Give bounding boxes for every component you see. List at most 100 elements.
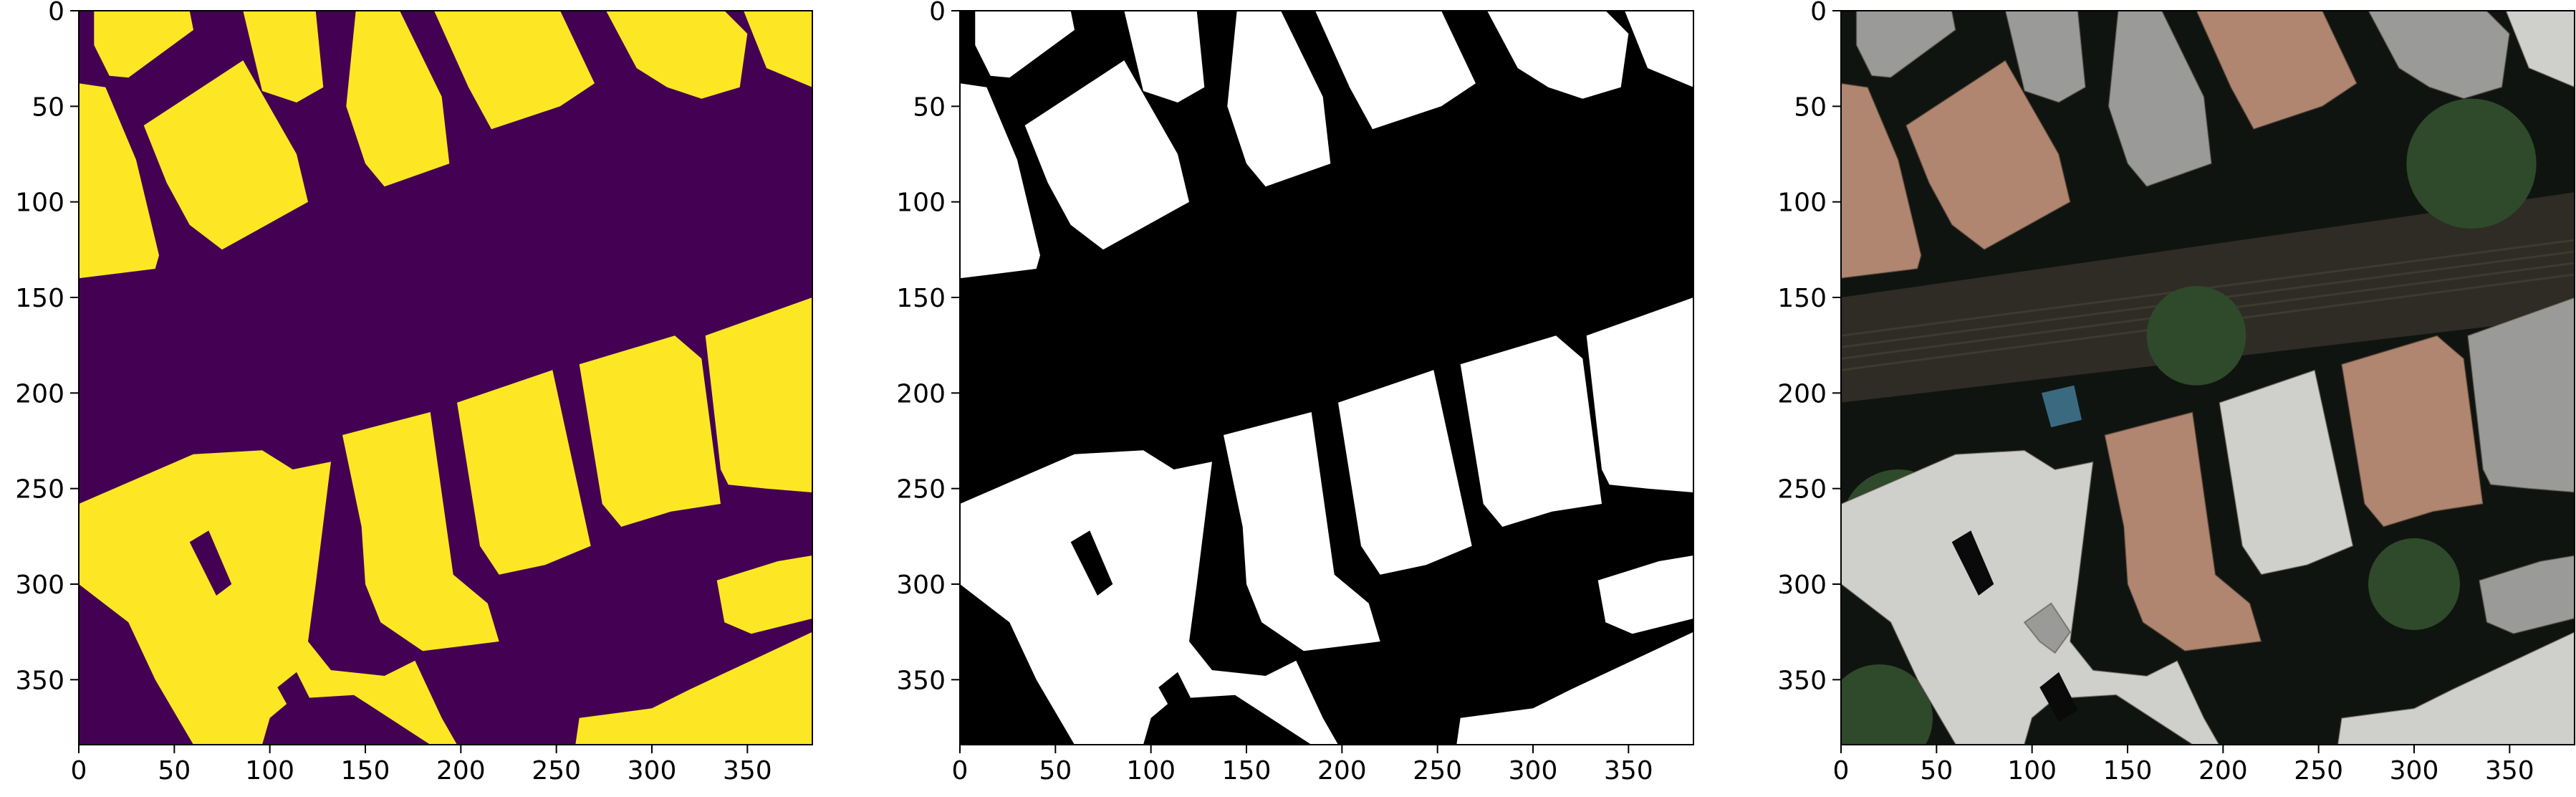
building-footprint — [716, 555, 812, 634]
building-footprint — [1487, 11, 1629, 99]
x-tick-label: 350 — [1604, 756, 1653, 786]
building-footprint — [79, 450, 457, 745]
courtyard-hole — [1070, 530, 1113, 596]
building-roof — [2108, 11, 2213, 188]
axes-frame — [959, 10, 1694, 745]
building-roof — [2504, 11, 2575, 88]
building-footprint — [606, 11, 748, 99]
building-roof — [1841, 82, 1923, 280]
y-tick-label: 50 — [913, 92, 946, 122]
building-roof — [2478, 554, 2575, 635]
plot-area — [1841, 11, 2575, 745]
building-roof — [2340, 335, 2484, 528]
panel-mask-grayscale: 0 50 100 150 200 250 300 350 0 50 100 150 200 250 300… — [896, 0, 1694, 786]
building-footprint — [705, 297, 812, 492]
x-tick-label: 350 — [2485, 756, 2534, 786]
y-tick-label: 150 — [1777, 284, 1827, 313]
x-tick-label: 250 — [1413, 756, 1462, 786]
building-roof — [2367, 11, 2511, 100]
building-footprint — [975, 11, 1075, 78]
x-tick-label: 350 — [723, 756, 772, 786]
x-tick-label: 50 — [158, 756, 191, 786]
y-tick-label: 0 — [1810, 0, 1827, 27]
x-tick-label: 0 — [1833, 756, 1850, 786]
plot-area — [960, 11, 1693, 745]
panel-masked-aerial-photo: 0 50 100 150 200 250 300 350 0 50 100 150 200 250 300… — [1777, 0, 2575, 786]
building-footprint — [1456, 631, 1693, 745]
building-footprint — [1338, 370, 1472, 575]
y-tick-label: 50 — [32, 92, 64, 122]
y-tick-label: 250 — [896, 475, 946, 505]
x-axis: 0 50 100 150 200 250 300 350 — [71, 745, 772, 786]
courtyard-hole — [277, 672, 316, 722]
building-roof — [2103, 411, 2262, 652]
x-tick-label: 250 — [532, 756, 581, 786]
plot-area — [79, 11, 812, 745]
courtyard — [1951, 530, 1994, 596]
building-roof — [1841, 449, 2221, 745]
x-axis: 0 50 100 150 200 250 300 350 — [952, 745, 1653, 786]
x-tick-label: 100 — [1126, 756, 1176, 786]
building-footprint — [457, 370, 591, 575]
building-footprint — [1460, 335, 1602, 527]
building-footprint — [1597, 555, 1693, 634]
x-tick-label: 200 — [2198, 756, 2248, 786]
y-tick-label: 300 — [896, 571, 946, 600]
building-roof — [2218, 368, 2354, 576]
building-roof — [2195, 11, 2358, 130]
x-tick-label: 0 — [952, 756, 969, 786]
x-tick-label: 300 — [1509, 756, 1558, 786]
building-roof — [2466, 296, 2575, 494]
x-tick-label: 150 — [1222, 756, 1272, 786]
building-footprint — [1224, 412, 1380, 652]
pool — [2042, 385, 2082, 428]
x-axis: 0 50 100 150 200 250 300 350 — [1833, 745, 2534, 786]
building-footprint — [1024, 60, 1189, 250]
y-tick-label: 100 — [896, 188, 946, 218]
y-tick-label: 350 — [15, 666, 64, 695]
y-tick-label: 300 — [15, 571, 64, 600]
x-tick-label: 150 — [2103, 756, 2153, 786]
y-tick-label: 50 — [1794, 92, 1827, 122]
building-shapes — [960, 11, 1693, 745]
x-tick-label: 150 — [341, 756, 390, 786]
x-tick-label: 200 — [1317, 756, 1367, 786]
building-footprint — [1625, 11, 1693, 87]
building-footprint — [94, 11, 193, 78]
x-tick-label: 300 — [628, 756, 677, 786]
courtyard — [2039, 672, 2078, 722]
y-tick-label: 100 — [1777, 188, 1827, 218]
building-shapes — [79, 11, 812, 745]
y-tick-label: 100 — [15, 188, 64, 218]
photo-scene — [1841, 11, 2575, 745]
y-axis: 0 50 100 150 200 250 300 350 — [896, 0, 960, 695]
building-roof — [2004, 11, 2087, 104]
y-tick-label: 350 — [1777, 666, 1827, 695]
tree-canopy — [2368, 538, 2460, 630]
panel-mask-viridis: 0 50 100 150 200 250 300 350 0 50 100 150 200 250 300… — [15, 0, 813, 786]
y-tick-label: 200 — [1777, 379, 1827, 409]
x-tick-label: 100 — [2007, 756, 2057, 786]
x-tick-label: 100 — [245, 756, 294, 786]
building-footprint — [1586, 297, 1693, 492]
x-tick-label: 50 — [1920, 756, 1953, 786]
x-tick-label: 50 — [1039, 756, 1072, 786]
building-footprint — [342, 412, 499, 652]
building-footprint — [575, 631, 812, 745]
building-footprint — [346, 11, 450, 187]
building-footprint — [79, 83, 159, 279]
courtyard-hole — [189, 530, 232, 596]
axes-frame — [78, 10, 813, 745]
building-footprint — [960, 450, 1338, 745]
x-tick-label: 250 — [2294, 756, 2343, 786]
building-footprint — [434, 11, 595, 130]
tree-canopy — [2406, 98, 2537, 229]
y-tick-label: 200 — [15, 379, 64, 409]
y-tick-label: 250 — [15, 475, 64, 505]
building-footprint — [1124, 11, 1205, 102]
building-footprint — [243, 11, 324, 102]
y-axis: 0 50 100 150 200 250 300 350 — [1777, 0, 1841, 695]
y-axis: 0 50 100 150 200 250 300 350 — [15, 0, 79, 695]
y-tick-label: 0 — [48, 0, 64, 27]
